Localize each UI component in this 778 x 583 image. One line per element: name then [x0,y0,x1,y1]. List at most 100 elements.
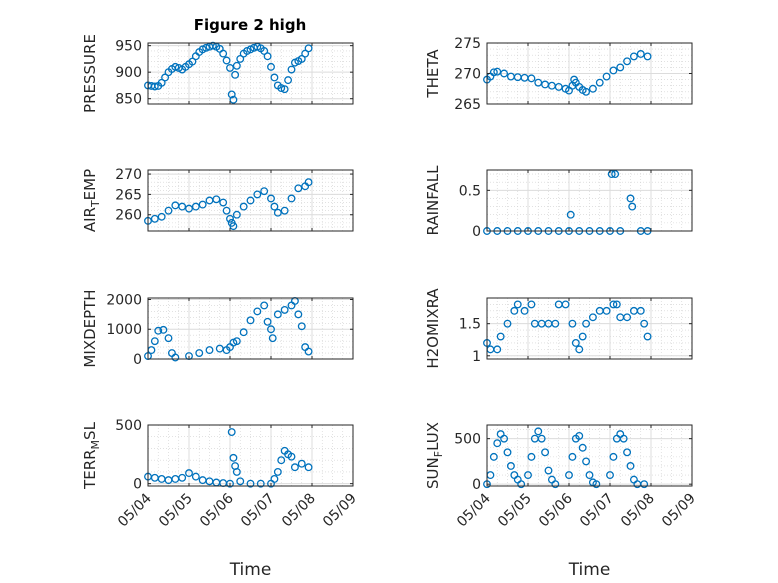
data-point [640,480,649,489]
data-point [267,62,275,71]
data-point [191,202,200,211]
data-point [585,471,594,480]
data-point [294,310,303,319]
data-point [280,206,289,215]
data-point [537,434,546,443]
y-tick-label: 900 [115,65,142,81]
data-point [232,61,241,70]
data-point [229,95,238,104]
data-point [287,194,296,203]
data-point [575,431,584,440]
data-point [578,443,587,452]
data-point [290,463,299,472]
data-point [157,78,166,87]
data-point [260,47,269,55]
data-point [253,307,262,316]
minor-grid [147,298,354,360]
data-point [626,194,635,203]
data-point [239,202,248,211]
data-point [592,480,601,489]
data-point [191,472,200,481]
data-point [229,222,238,231]
data-point [506,462,515,470]
y-axis-label-air-temp: AIRTEMP [81,169,102,232]
data-point [150,214,159,223]
data-point [510,306,519,315]
data-point [636,50,645,58]
y-tick-label: 1000 [106,322,142,338]
y-tick-label: 265 [454,97,481,113]
data-point [185,469,193,478]
data-point [561,300,570,309]
data-point [202,43,211,52]
data-point [270,73,279,82]
data-point [534,78,543,87]
series-points [144,178,313,231]
data-point [222,206,231,215]
data-point [616,63,625,72]
y-axis-label-terr-msl: TERRMSL [81,421,102,490]
data-point [171,62,180,71]
y-axis-label-h2omixra: H2OMIXRA [424,288,442,369]
data-point [280,305,289,314]
y-tick-label: 1.5 [459,317,481,333]
x-tick-label: 05/05 [156,491,196,531]
series-points [144,428,313,488]
y-axis-label-theta: THETA [424,49,442,99]
data-point [219,49,228,58]
data-point [582,87,591,96]
data-point [226,214,234,223]
data-point [195,349,204,357]
panel-pressure: 850 900 950 PRESSURE [81,34,354,113]
data-point [246,479,255,488]
data-point [551,319,560,328]
data-point [496,332,505,341]
series-points [483,427,649,489]
y-tick-label: 0 [472,224,481,240]
data-point [260,187,269,196]
data-point [297,54,306,63]
axes-box [147,424,354,487]
x-tick-label: 05/06 [536,490,576,530]
data-point [253,190,262,199]
series-points [483,300,652,354]
y-tick-label: 270 [115,167,142,183]
data-point [571,338,580,347]
data-point [582,319,591,328]
data-point [297,459,306,468]
data-point [277,84,286,93]
y-tick-label: 950 [115,39,142,55]
minor-grid [486,170,693,232]
y-tick-label: 275 [454,36,481,52]
y-tick-label: 270 [454,67,481,83]
data-point [212,195,221,204]
x-tick-label: 05/08 [618,491,658,531]
y-tick-label: 2000 [106,292,142,308]
data-point [236,54,245,63]
y-axis-label-sun-flux: SUNFLUX [424,422,445,489]
data-point [609,66,618,75]
data-point [575,345,584,354]
x-tick-label: 05/04 [454,490,494,530]
data-point [623,448,632,457]
data-point [611,170,620,179]
data-point [268,334,277,343]
data-point [273,467,282,476]
x-tick-label: 05/07 [577,491,617,531]
data-point [534,427,543,436]
data-point [500,434,509,443]
y-axis-label-rainfall: RAINFALL [424,165,442,236]
y-tick-label: 1 [472,349,481,365]
data-point [232,467,241,476]
data-point [188,57,197,66]
data-point [159,325,168,334]
x-tick-label: 05/05 [495,491,535,531]
data-point [280,85,289,94]
x-axis-label: Time [568,560,611,580]
data-point [236,477,245,486]
data-point [595,78,604,87]
panel-h2omixra: 1 1.5 H2OMIXRA [424,288,693,369]
data-point [273,208,282,217]
data-point [493,67,502,76]
